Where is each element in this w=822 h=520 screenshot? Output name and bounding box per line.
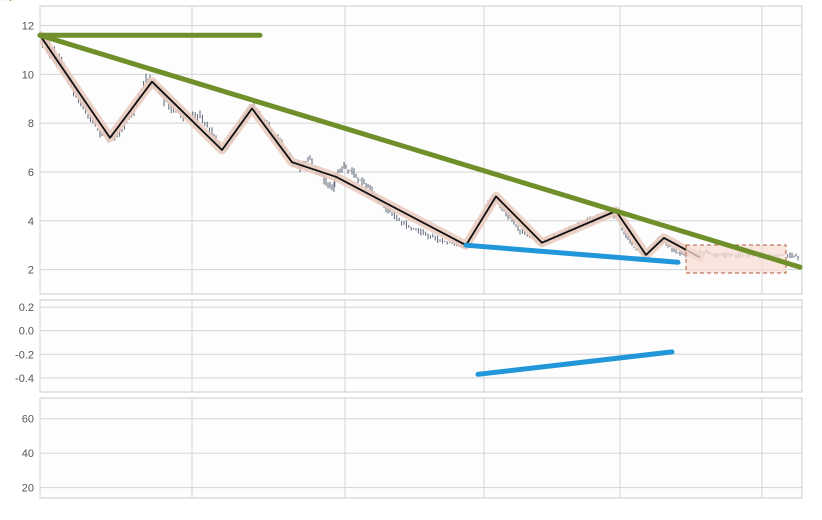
y-tick-label: 40 xyxy=(22,448,34,460)
price-series-group xyxy=(40,30,799,262)
y-tick-label: 12 xyxy=(22,21,34,33)
angle-annotation-label: ∡46.6 ° xyxy=(0,0,60,4)
y-axis-labels: 12 10 8 6 4 2 0.2 0.0 -0.2 -0.4 60 40 20 xyxy=(15,21,34,495)
panel-backgrounds xyxy=(39,5,803,499)
y-tick-label: 0.2 xyxy=(19,302,34,314)
zigzag-structure-line xyxy=(40,34,701,259)
y-tick-label: 8 xyxy=(28,118,34,130)
downtrend-line[interactable] xyxy=(37,32,803,270)
y-tick-label: 2 xyxy=(28,265,34,277)
y-tick-label: 6 xyxy=(28,167,34,179)
rsi-panel-frame xyxy=(39,397,803,499)
y-tick-label: 20 xyxy=(22,483,34,495)
y-tick-label: -0.2 xyxy=(15,349,34,361)
y-tick-label: 60 xyxy=(22,414,34,426)
macd-divergence-line-ab[interactable] xyxy=(475,349,675,377)
y-tick-label: 0.0 xyxy=(19,326,34,338)
y-tick-label: 4 xyxy=(28,216,34,228)
price-divergence-line-ab[interactable] xyxy=(463,242,681,265)
y-tick-label: -0.4 xyxy=(15,373,34,385)
macd-panel-frame xyxy=(39,299,803,393)
trendlines-group xyxy=(37,32,803,270)
y-tick-label: 10 xyxy=(22,69,34,81)
